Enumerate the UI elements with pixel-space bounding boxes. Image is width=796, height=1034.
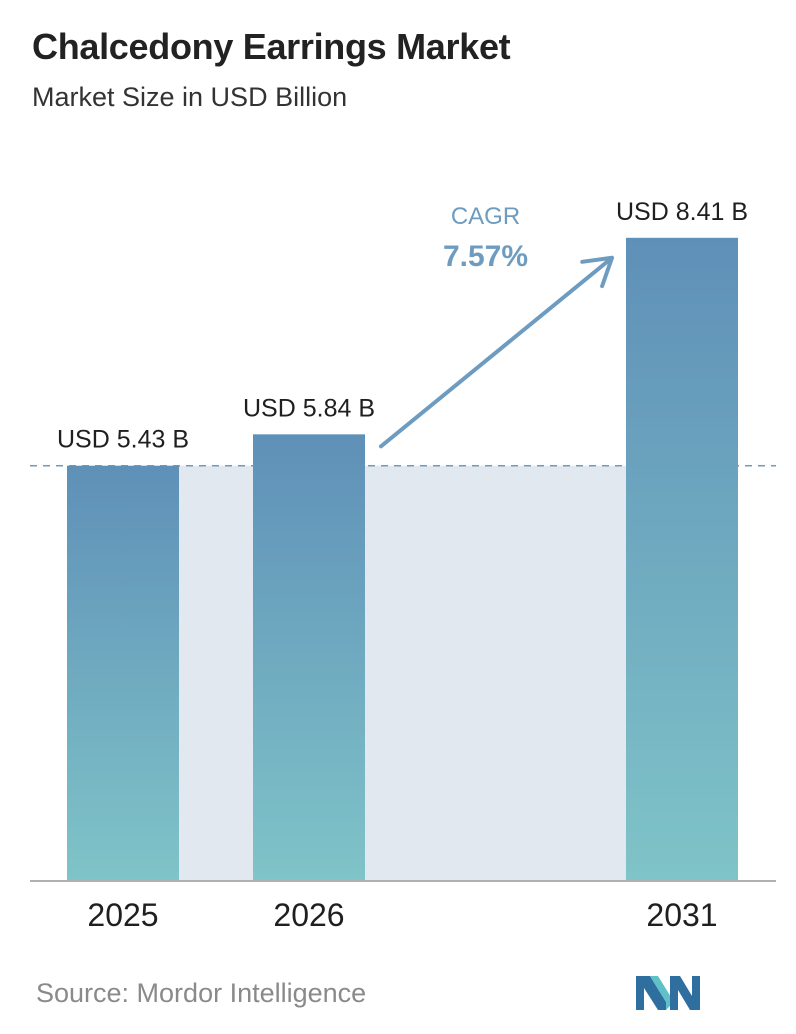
mordor-intelligence-logo-icon	[636, 976, 700, 1010]
bar-2031	[626, 237, 738, 881]
bar-chart: USD 5.43 B USD 5.84 B USD 8.41 B 2025 2026 2…	[30, 198, 776, 933]
x-tick-label-2025: 2025	[87, 897, 158, 933]
bar-2026	[253, 434, 365, 881]
data-label-2025: USD 5.43 B	[57, 426, 189, 454]
chart-subtitle: Market Size in USD Billion	[32, 82, 348, 112]
source-note: Source: Mordor Intelligence	[36, 978, 367, 1008]
chart-title: Chalcedony Earrings Market	[32, 26, 511, 67]
cagr-arrow-icon	[379, 255, 614, 449]
baseline-band	[179, 465, 253, 881]
x-tick-label-2031: 2031	[646, 897, 717, 933]
cagr-annotation: CAGR 7.57%	[379, 203, 614, 449]
bar-2025	[67, 465, 179, 881]
baseline-band	[365, 465, 626, 881]
cagr-value: 7.57%	[443, 240, 528, 273]
data-label-2026: USD 5.84 B	[243, 394, 375, 422]
x-tick-label-2026: 2026	[273, 897, 344, 933]
data-label-2031: USD 8.41 B	[616, 198, 748, 226]
cagr-label: CAGR	[451, 203, 520, 230]
